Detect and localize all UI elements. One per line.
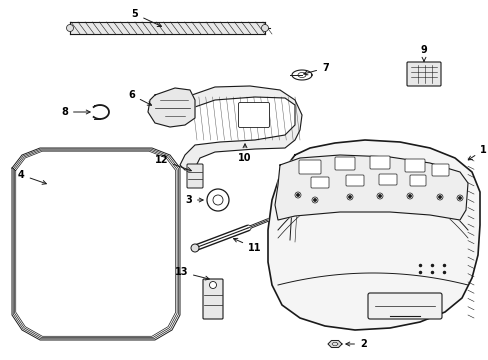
Circle shape: [348, 196, 350, 198]
Polygon shape: [180, 86, 302, 170]
Text: 6: 6: [128, 90, 151, 105]
Text: 1: 1: [468, 145, 486, 160]
FancyBboxPatch shape: [310, 177, 328, 188]
FancyBboxPatch shape: [409, 175, 425, 186]
Circle shape: [313, 199, 316, 201]
Circle shape: [209, 282, 216, 288]
FancyBboxPatch shape: [346, 175, 363, 186]
Text: 10: 10: [238, 144, 251, 163]
Text: 9: 9: [420, 45, 427, 61]
Circle shape: [378, 195, 381, 197]
FancyBboxPatch shape: [378, 174, 396, 185]
Text: 11: 11: [233, 238, 261, 253]
FancyBboxPatch shape: [298, 160, 320, 174]
Text: 5: 5: [131, 9, 161, 27]
Text: 7: 7: [303, 63, 328, 75]
FancyBboxPatch shape: [431, 164, 448, 176]
Polygon shape: [327, 341, 341, 347]
Polygon shape: [267, 140, 479, 330]
FancyBboxPatch shape: [238, 103, 269, 127]
FancyBboxPatch shape: [203, 279, 223, 319]
Circle shape: [408, 195, 410, 197]
Circle shape: [296, 194, 299, 196]
Circle shape: [191, 244, 199, 252]
FancyBboxPatch shape: [334, 157, 354, 170]
Circle shape: [261, 24, 268, 32]
Text: 3: 3: [185, 195, 203, 205]
FancyBboxPatch shape: [367, 293, 441, 319]
Circle shape: [438, 196, 440, 198]
Polygon shape: [148, 88, 195, 127]
Polygon shape: [274, 155, 467, 220]
Text: 4: 4: [18, 170, 46, 184]
Text: 13: 13: [174, 267, 209, 280]
FancyBboxPatch shape: [406, 62, 440, 86]
FancyBboxPatch shape: [369, 156, 389, 169]
Circle shape: [458, 197, 460, 199]
Text: 8: 8: [61, 107, 90, 117]
FancyBboxPatch shape: [186, 164, 203, 188]
Text: 2: 2: [345, 339, 366, 349]
Circle shape: [66, 24, 73, 32]
FancyBboxPatch shape: [404, 159, 424, 172]
Text: 12: 12: [154, 155, 191, 171]
